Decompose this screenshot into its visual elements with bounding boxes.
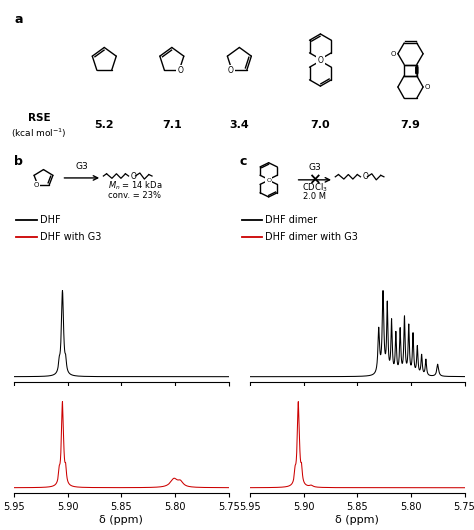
Text: O: O bbox=[391, 51, 396, 57]
Text: 7.1: 7.1 bbox=[162, 120, 182, 130]
Text: O: O bbox=[266, 177, 271, 182]
Text: G3: G3 bbox=[75, 163, 88, 172]
Text: ×: × bbox=[308, 172, 321, 187]
Text: DHF with G3: DHF with G3 bbox=[40, 232, 102, 242]
Text: a: a bbox=[14, 13, 23, 26]
Text: O: O bbox=[34, 182, 39, 188]
Text: G3: G3 bbox=[308, 163, 321, 172]
Text: O: O bbox=[318, 56, 323, 65]
Text: (kcal mol$^{-1}$): (kcal mol$^{-1}$) bbox=[11, 126, 67, 139]
Text: O: O bbox=[228, 66, 234, 75]
Text: O: O bbox=[131, 172, 137, 181]
Text: 7.0: 7.0 bbox=[310, 120, 330, 130]
Text: b: b bbox=[14, 155, 23, 168]
Text: DHF dimer with G3: DHF dimer with G3 bbox=[265, 232, 358, 242]
X-axis label: δ (ppm): δ (ppm) bbox=[336, 515, 379, 525]
X-axis label: δ (ppm): δ (ppm) bbox=[100, 515, 143, 525]
Text: c: c bbox=[239, 155, 247, 168]
Text: O: O bbox=[177, 66, 183, 75]
Text: RSE: RSE bbox=[27, 112, 50, 122]
Text: DHF: DHF bbox=[40, 215, 61, 225]
Text: O: O bbox=[425, 84, 430, 90]
Text: O: O bbox=[363, 172, 369, 181]
Text: CDCl$_3$: CDCl$_3$ bbox=[301, 182, 328, 195]
Text: conv. = 23%: conv. = 23% bbox=[108, 191, 161, 200]
Text: 2.0 M: 2.0 M bbox=[303, 192, 326, 201]
Text: O: O bbox=[266, 178, 271, 183]
Text: $M_n$ = 14 kDa: $M_n$ = 14 kDa bbox=[108, 179, 163, 192]
Text: 5.2: 5.2 bbox=[94, 120, 114, 130]
Text: 3.4: 3.4 bbox=[229, 120, 249, 130]
Text: O: O bbox=[318, 55, 323, 64]
Text: DHF dimer: DHF dimer bbox=[265, 215, 318, 225]
Text: 7.9: 7.9 bbox=[401, 120, 420, 130]
